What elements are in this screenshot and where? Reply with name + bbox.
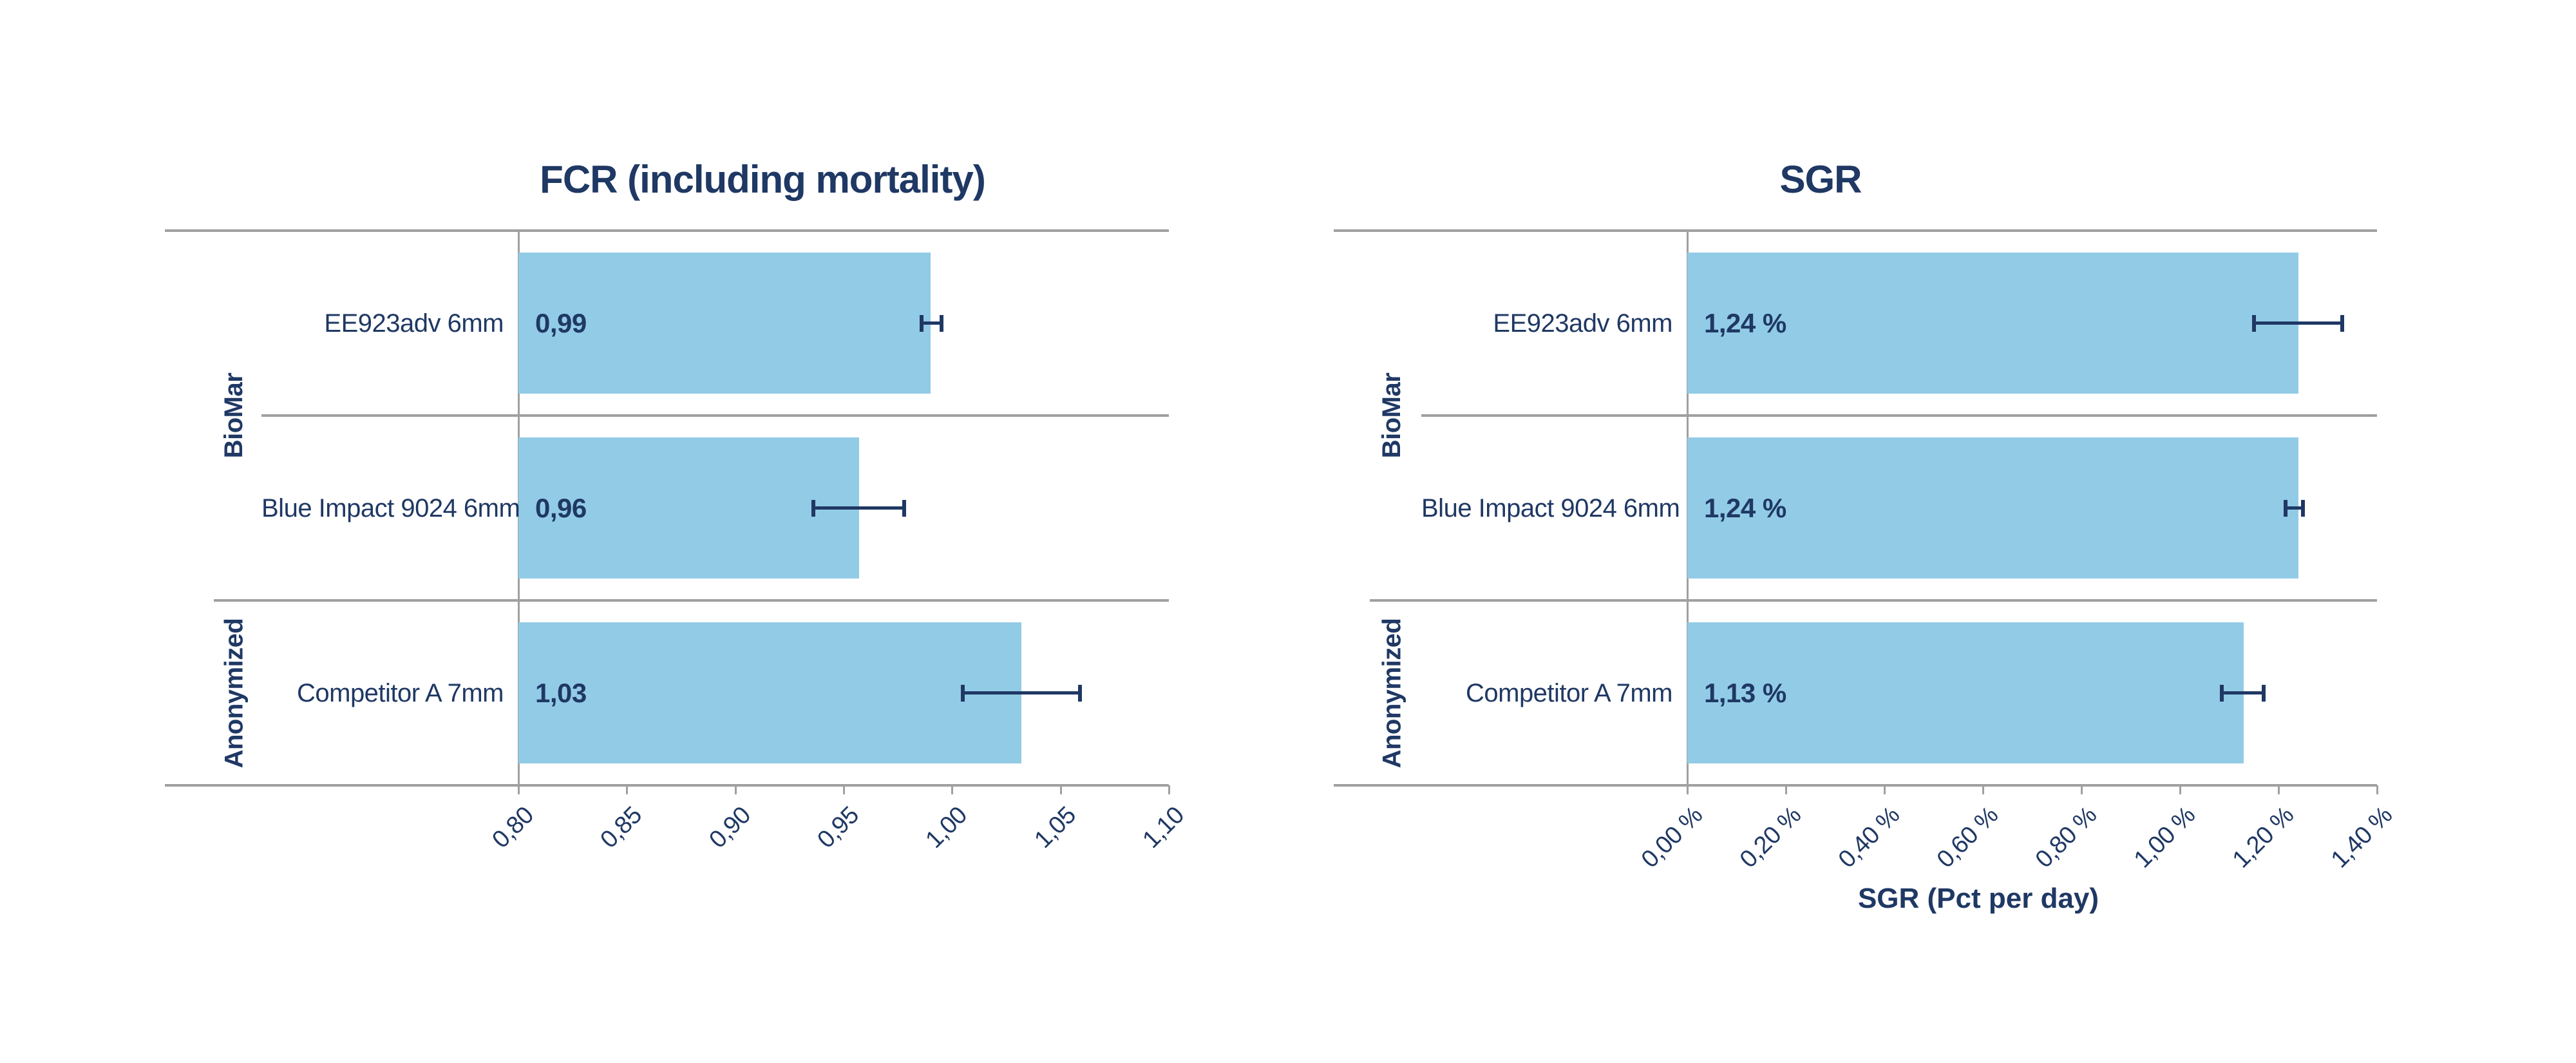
x-axis-tick	[1168, 785, 1170, 794]
error-bar-cap-left	[2220, 684, 2224, 702]
x-axis-tick	[734, 785, 737, 794]
group-label: BioMar	[1378, 372, 1406, 459]
error-bar-cap-left	[961, 684, 965, 702]
x-tick-label: 1,40 %	[2325, 801, 2398, 874]
x-axis-tick	[518, 785, 520, 794]
group-separator	[214, 599, 1169, 602]
x-tick-label: 0,20 %	[1734, 801, 1806, 874]
bar	[518, 437, 859, 579]
group-label: Anonymized	[220, 618, 248, 768]
x-tick-label: 0,00 %	[1636, 801, 1708, 874]
x-tick-label: 1,00 %	[2128, 801, 2201, 874]
error-bar-line	[2222, 691, 2264, 694]
x-tick-label: 0,95	[812, 801, 864, 854]
x-tick-label: 0,80	[487, 801, 539, 854]
chart-title-fcr: FCR (including mortality)	[540, 158, 986, 201]
plot-bottom-border	[1334, 784, 2377, 787]
x-tick-label: 0,40 %	[1833, 801, 1905, 874]
bar-value-label: 0,99	[535, 307, 587, 338]
x-axis-tick	[1785, 785, 1787, 794]
x-tick-label: 1,20 %	[2227, 801, 2299, 874]
bar	[518, 622, 1022, 763]
error-bar-cap-right	[1077, 684, 1082, 702]
category-label: Blue Impact 9024 6mm	[1421, 493, 1680, 522]
x-tick-label: 0,90	[704, 801, 756, 854]
x-axis-tick	[2081, 785, 2083, 794]
x-tick-label: 0,85	[595, 801, 648, 854]
category-label: Competitor A 7mm	[1465, 678, 1673, 707]
bar-value-label: 1,03	[535, 677, 587, 708]
x-axis-tick	[1687, 785, 1689, 794]
category-label: EE923adv 6mm	[1493, 309, 1672, 338]
plot-top-border	[165, 229, 1169, 232]
x-tick-label: 1,10	[1137, 801, 1189, 854]
x-axis-tick	[1982, 785, 1984, 794]
y-axis-line	[1687, 231, 1689, 794]
bar	[1687, 622, 2244, 763]
group-label: Anonymized	[1378, 618, 1406, 768]
x-tick-label: 0,60 %	[1931, 801, 2003, 874]
error-bar-cap-right	[2262, 684, 2266, 702]
error-bar-cap-right	[939, 314, 943, 332]
error-bar-line	[963, 691, 1080, 694]
error-bar-line	[2286, 506, 2304, 510]
category-label: Competitor A 7mm	[296, 678, 504, 707]
error-bar-line	[2253, 321, 2343, 325]
x-axis-tick	[1059, 785, 1062, 794]
error-bar-cap-right	[2340, 314, 2345, 332]
category-label: EE923adv 6mm	[324, 309, 504, 338]
error-bar-cap-left	[920, 314, 924, 332]
bar	[1687, 253, 2298, 394]
row-separator	[261, 414, 1169, 417]
x-axis-tick	[2376, 785, 2378, 794]
plot-bottom-border	[165, 784, 1169, 787]
x-tick-label: 1,05	[1029, 801, 1081, 854]
error-bar-line	[813, 506, 905, 510]
y-axis-line	[518, 231, 520, 794]
error-bar-cap-right	[2301, 499, 2306, 517]
x-tick-label: 1,00	[920, 801, 973, 854]
x-axis-tick	[2179, 785, 2181, 794]
x-axis-tick	[951, 785, 954, 794]
group-label: BioMar	[220, 372, 248, 459]
error-bar-line	[922, 321, 942, 325]
bar-value-label: 1,13 %	[1704, 677, 1786, 708]
bar-value-label: 1,24 %	[1704, 307, 1786, 338]
x-axis-tick	[2278, 785, 2280, 794]
bar-value-label: 0,96	[535, 492, 587, 523]
x-axis-tick	[626, 785, 629, 794]
bar-value-label: 1,24 %	[1704, 492, 1786, 523]
bar	[518, 253, 931, 394]
x-axis-title: SGR (Pct per day)	[1857, 883, 2099, 914]
group-separator	[1370, 599, 2377, 602]
error-bar-cap-left	[2251, 314, 2256, 332]
error-bar-cap-left	[2284, 499, 2288, 517]
row-separator	[1421, 414, 2377, 417]
x-axis-tick	[843, 785, 845, 794]
plot-top-border	[1334, 229, 2377, 232]
x-axis-tick	[1884, 785, 1886, 794]
category-label: Blue Impact 9024 6mm	[261, 493, 520, 522]
error-bar-cap-left	[811, 499, 815, 517]
chart-title-sgr: SGR	[1779, 158, 1862, 201]
x-tick-label: 0,80 %	[2030, 801, 2102, 874]
error-bar-cap-right	[902, 499, 907, 517]
bar	[1687, 437, 2298, 579]
